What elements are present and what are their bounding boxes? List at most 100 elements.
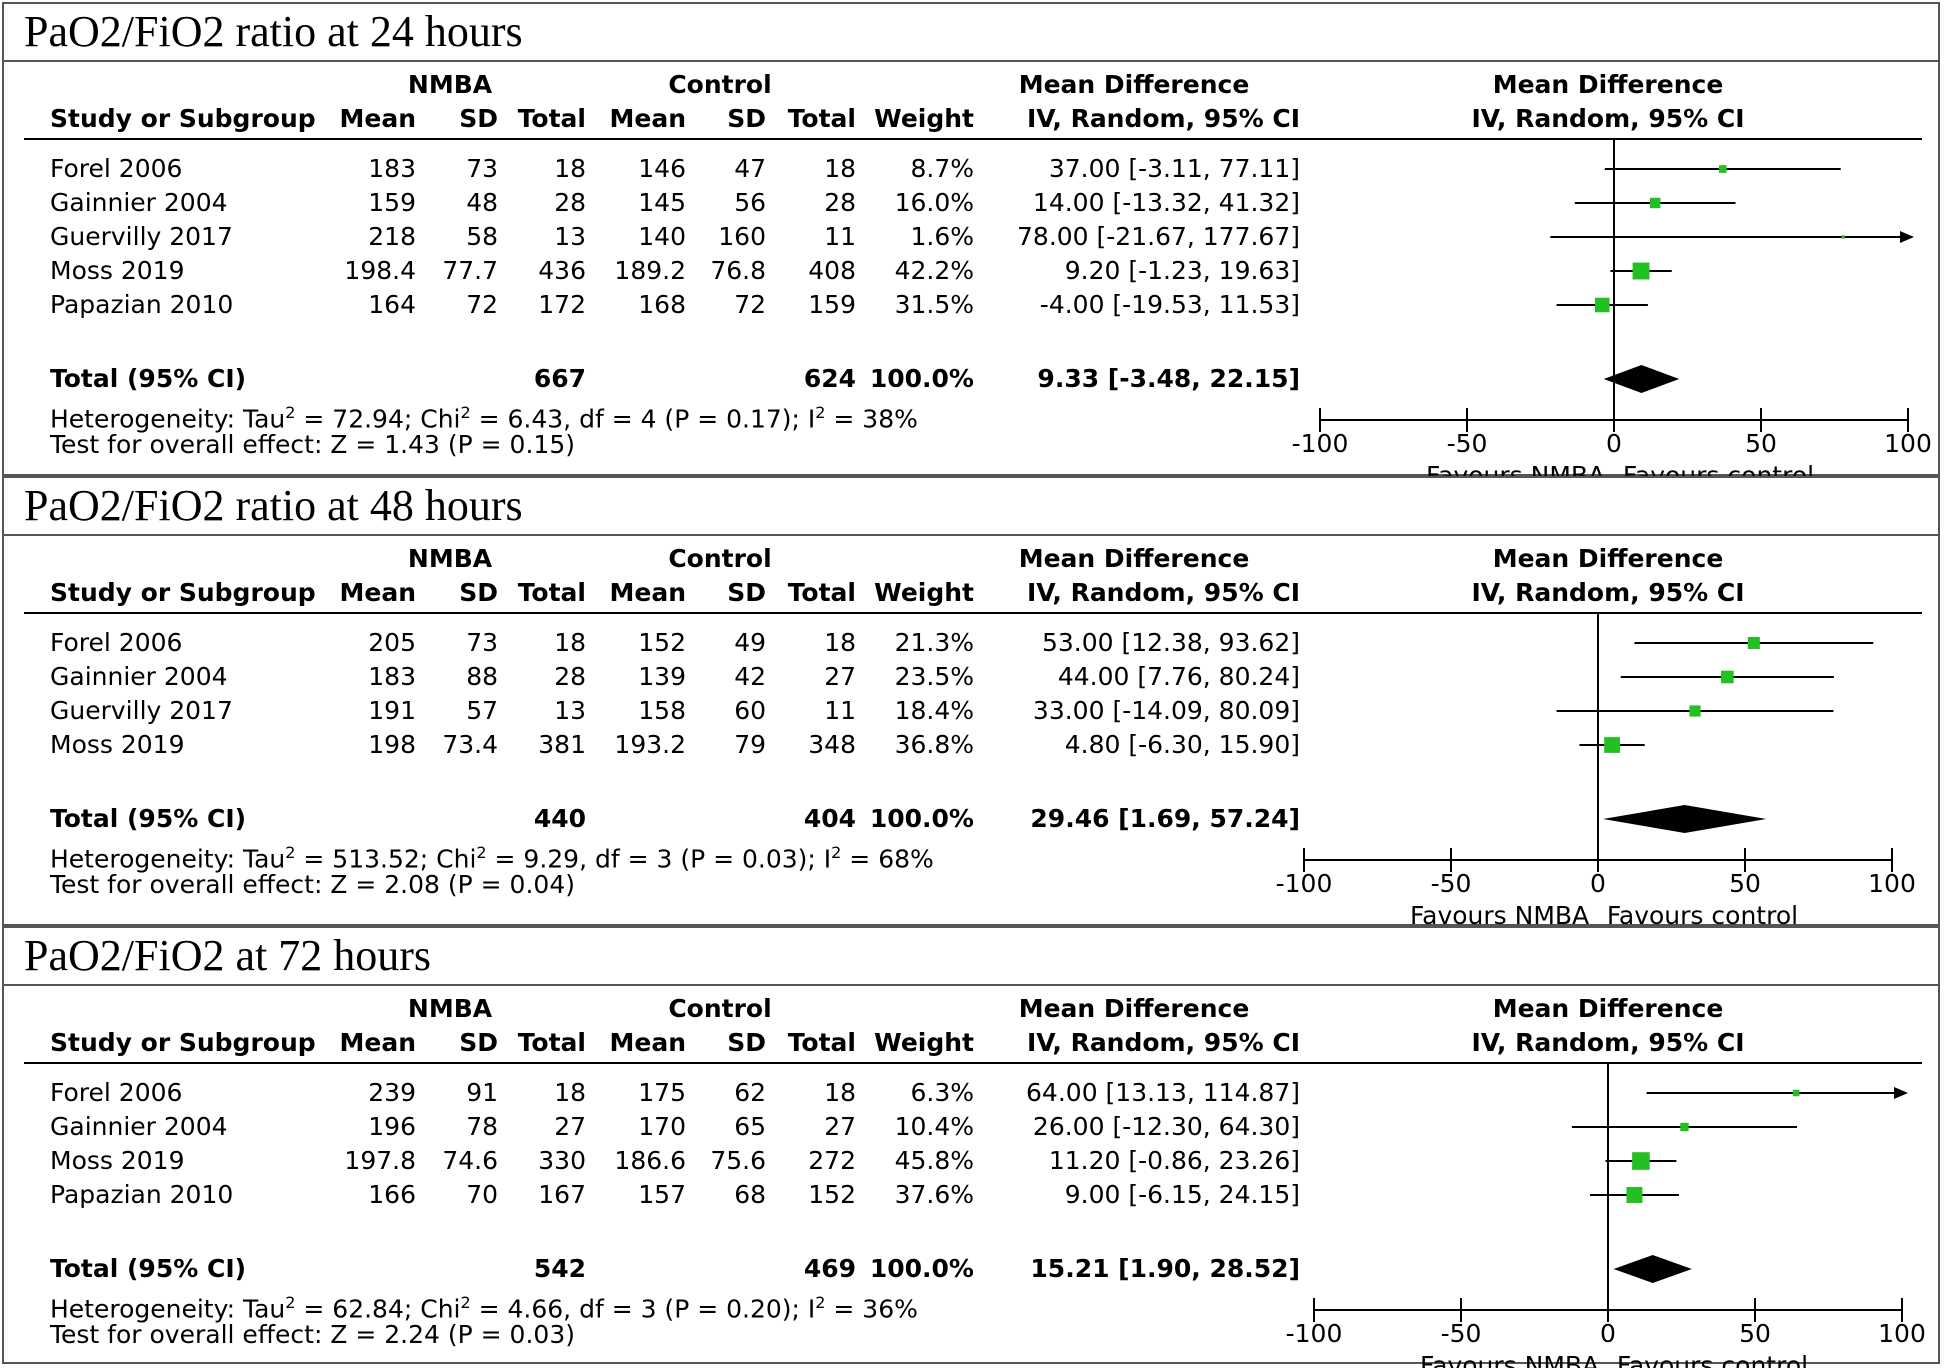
mean-b: 189.2 bbox=[614, 256, 686, 285]
total-b: 11 bbox=[824, 696, 856, 725]
favours-right-label: Favours control bbox=[1617, 1351, 1808, 1368]
superscript: 2 bbox=[285, 1293, 296, 1312]
total-weight: 100.0% bbox=[869, 364, 974, 393]
weight: 6.3% bbox=[910, 1078, 974, 1107]
ci-text: 14.00 [-13.32, 41.32] bbox=[1032, 188, 1300, 217]
title-rule bbox=[4, 534, 1938, 536]
ci-arrow bbox=[1894, 1087, 1908, 1099]
md-plot-header: Mean Difference bbox=[1492, 994, 1724, 1023]
total-a: 13 bbox=[554, 222, 586, 251]
header-rule bbox=[24, 1062, 1922, 1064]
sd-a: 73.4 bbox=[442, 730, 498, 759]
panel-title: PaO2/FiO2 ratio at 24 hours bbox=[24, 7, 523, 56]
favours-right-label: Favours control bbox=[1607, 901, 1798, 930]
total-a: 330 bbox=[538, 1146, 586, 1175]
weight: 18.4% bbox=[894, 696, 974, 725]
study-name: Guervilly 2017 bbox=[50, 222, 233, 251]
md-header: Mean Difference bbox=[1018, 70, 1250, 99]
mean-b-header: Mean bbox=[609, 578, 686, 607]
total-b: 152 bbox=[808, 1180, 856, 1209]
total-a-sum: 440 bbox=[533, 804, 586, 833]
mean-a: 159 bbox=[368, 188, 416, 217]
superscript: 2 bbox=[815, 1293, 826, 1312]
total-weight: 100.0% bbox=[869, 1254, 974, 1283]
sd-a: 88 bbox=[466, 662, 498, 691]
weight: 37.6% bbox=[894, 1180, 974, 1209]
mean-b: 158 bbox=[638, 696, 686, 725]
overall-effect-text: Test for overall effect: Z = 2.24 (P = 0… bbox=[50, 1320, 575, 1349]
overall-effect-text: Test for overall effect: Z = 1.43 (P = 0… bbox=[50, 430, 575, 459]
total-ci-text: 29.46 [1.69, 57.24] bbox=[1030, 804, 1300, 833]
total-a: 18 bbox=[554, 628, 586, 657]
effect-marker bbox=[1792, 1089, 1800, 1097]
mean-b: 168 bbox=[638, 290, 686, 319]
effect-marker bbox=[1680, 1122, 1689, 1132]
effect-marker bbox=[1721, 670, 1734, 684]
total-b: 272 bbox=[808, 1146, 856, 1175]
md-ci-header: IV, Random, 95% CI bbox=[1026, 104, 1300, 133]
sd-b-header: SD bbox=[727, 104, 766, 133]
md-plot-ci-header: IV, Random, 95% CI bbox=[1471, 578, 1745, 607]
sd-b: 47 bbox=[734, 154, 766, 183]
mean-a: 183 bbox=[368, 662, 416, 691]
forest-panel: PaO2/FiO2 ratio at 48 hours NMBA Control Me… bbox=[2, 476, 1940, 930]
sd-b: 76.8 bbox=[710, 256, 766, 285]
weight: 21.3% bbox=[894, 628, 974, 657]
mean-a: 198 bbox=[368, 730, 416, 759]
x-tick-label: 50 bbox=[1745, 429, 1777, 458]
mean-b: 170 bbox=[638, 1112, 686, 1141]
total-b: 408 bbox=[808, 256, 856, 285]
x-tick-label: -100 bbox=[1292, 429, 1349, 458]
x-tick-label: 50 bbox=[1729, 869, 1761, 898]
sd-b-header: SD bbox=[727, 1028, 766, 1057]
total-b: 18 bbox=[824, 628, 856, 657]
sd-a: 73 bbox=[466, 154, 498, 183]
total-b-sum: 624 bbox=[803, 364, 856, 393]
weight: 31.5% bbox=[894, 290, 974, 319]
heterogeneity-part: = 513.52; Chi bbox=[295, 844, 477, 874]
favours-left-label: Favours NMBA bbox=[1420, 1351, 1599, 1368]
superscript: 2 bbox=[476, 843, 487, 862]
total-a-sum: 542 bbox=[533, 1254, 586, 1283]
x-tick-label: -50 bbox=[1431, 869, 1472, 898]
sd-a: 48 bbox=[466, 188, 498, 217]
heterogeneity-text: Heterogeneity: Tau2 = 62.84; Chi2 = 4.66… bbox=[50, 1288, 918, 1324]
mean-a: 166 bbox=[368, 1180, 416, 1209]
ci-text: 9.00 [-6.15, 24.15] bbox=[1064, 1180, 1300, 1209]
superscript: 2 bbox=[285, 403, 296, 422]
heterogeneity-part: = 36% bbox=[825, 1294, 918, 1324]
study-name: Forel 2006 bbox=[50, 154, 183, 183]
study-name: Moss 2019 bbox=[50, 1146, 185, 1175]
md-plot-ci-header: IV, Random, 95% CI bbox=[1471, 1028, 1745, 1057]
ci-text: 78.00 [-21.67, 177.67] bbox=[1017, 222, 1300, 251]
md-plot-header: Mean Difference bbox=[1492, 544, 1724, 573]
total-ci-text: 15.21 [1.90, 28.52] bbox=[1030, 1254, 1300, 1283]
group-b-header: Control bbox=[668, 70, 772, 99]
total-b-header: Total bbox=[787, 1028, 856, 1057]
heterogeneity-part: Heterogeneity: Tau bbox=[50, 1294, 286, 1324]
sd-a: 58 bbox=[466, 222, 498, 251]
effect-marker bbox=[1718, 165, 1727, 173]
heterogeneity-part: = 9.29, df = 3 (P = 0.03); I bbox=[486, 844, 832, 874]
study-name: Papazian 2010 bbox=[50, 290, 234, 319]
ci-text: 37.00 [-3.11, 77.11] bbox=[1048, 154, 1300, 183]
superscript: 2 bbox=[831, 843, 842, 862]
forest-panel: PaO2/FiO2 ratio at 24 hours NMBA Control Me… bbox=[2, 2, 1940, 490]
study-name: Papazian 2010 bbox=[50, 1180, 234, 1209]
weight: 45.8% bbox=[894, 1146, 974, 1175]
ci-text: 9.20 [-1.23, 19.63] bbox=[1064, 256, 1300, 285]
mean-a: 197.8 bbox=[344, 1146, 416, 1175]
heterogeneity-part: = 62.84; Chi bbox=[295, 1294, 461, 1324]
mean-a: 196 bbox=[368, 1112, 416, 1141]
total-a-header: Total bbox=[517, 1028, 586, 1057]
sd-a-header: SD bbox=[459, 104, 498, 133]
ci-text: 11.20 [-0.86, 23.26] bbox=[1048, 1146, 1300, 1175]
md-header: Mean Difference bbox=[1018, 994, 1250, 1023]
group-a-header: NMBA bbox=[407, 70, 493, 99]
mean-a-header: Mean bbox=[339, 1028, 416, 1057]
sd-a: 72 bbox=[466, 290, 498, 319]
sd-b: 75.6 bbox=[710, 1146, 766, 1175]
x-tick-label: -50 bbox=[1447, 429, 1488, 458]
md-header: Mean Difference bbox=[1018, 544, 1250, 573]
heterogeneity-part: = 68% bbox=[841, 844, 934, 874]
